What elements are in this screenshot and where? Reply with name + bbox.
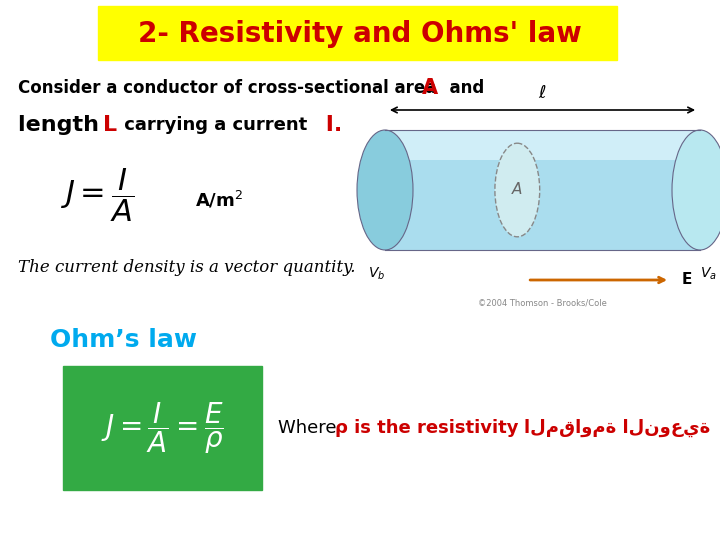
Text: A/m$^2$: A/m$^2$ (195, 190, 243, 211)
Text: Consider a conductor of cross-sectional area: Consider a conductor of cross-sectional … (18, 79, 442, 97)
Ellipse shape (357, 130, 413, 250)
Text: L: L (103, 115, 117, 135)
FancyBboxPatch shape (63, 366, 262, 490)
Text: Ohm’s law: Ohm’s law (50, 328, 197, 352)
Text: ρ is the resistivity: ρ is the resistivity (335, 419, 518, 437)
Text: $J = \dfrac{I}{A}$: $J = \dfrac{I}{A}$ (60, 166, 135, 224)
Text: carrying a current: carrying a current (118, 116, 313, 134)
Text: $J = \dfrac{I}{A} = \dfrac{E}{\rho}$: $J = \dfrac{I}{A} = \dfrac{E}{\rho}$ (101, 400, 223, 456)
Text: A: A (512, 183, 523, 198)
Text: I.: I. (318, 115, 342, 135)
Text: Where: Where (278, 419, 342, 437)
Text: $V_b$: $V_b$ (369, 266, 386, 282)
Text: $V_a$: $V_a$ (700, 266, 716, 282)
FancyBboxPatch shape (98, 6, 617, 60)
Text: المقاومة النوعية: المقاومة النوعية (523, 419, 710, 437)
FancyBboxPatch shape (385, 130, 700, 160)
Ellipse shape (672, 130, 720, 250)
Text: ©2004 Thomson - Brooks/Cole: ©2004 Thomson - Brooks/Cole (478, 298, 607, 307)
Text: 2- Resistivity and Ohms' law: 2- Resistivity and Ohms' law (138, 20, 582, 48)
Text: $\ell$: $\ell$ (539, 84, 546, 102)
Ellipse shape (495, 143, 540, 237)
FancyBboxPatch shape (385, 130, 700, 250)
Text: length: length (18, 115, 107, 135)
Text: The current density is a vector quantity.: The current density is a vector quantity… (18, 260, 356, 276)
Text: and: and (438, 79, 485, 97)
Text: A: A (422, 78, 438, 98)
Text: E: E (682, 273, 693, 287)
